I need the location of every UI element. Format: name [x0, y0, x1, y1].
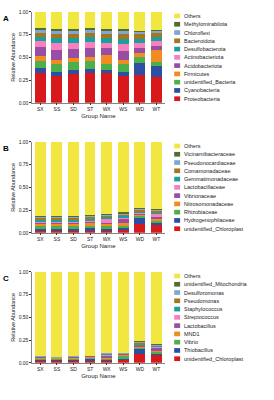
svg-text:SX: SX: [37, 106, 44, 112]
svg-text:Actinobacteriota: Actinobacteriota: [184, 54, 224, 60]
svg-text:1.00: 1.00: [19, 9, 29, 15]
svg-text:WD: WD: [136, 366, 145, 372]
svg-text:Proteobacteria: Proteobacteria: [184, 96, 221, 102]
svg-text:Thiobacillus: Thiobacillus: [184, 347, 213, 353]
svg-text:Comamonadaceae: Comamonadaceae: [184, 168, 230, 174]
svg-text:0.00: 0.00: [19, 360, 29, 366]
svg-text:Group Name: Group Name: [81, 243, 116, 249]
svg-text:SS: SS: [54, 236, 61, 242]
svg-text:Group Name: Group Name: [81, 373, 116, 379]
svg-text:ST: ST: [87, 366, 93, 372]
svg-text:Group Name: Group Name: [81, 113, 116, 119]
svg-text:SX: SX: [37, 236, 44, 242]
svg-text:Vicinamibacteraceae: Vicinamibacteraceae: [184, 151, 235, 157]
svg-text:0.00: 0.00: [19, 230, 29, 236]
svg-text:WS: WS: [119, 236, 128, 242]
svg-text:WX: WX: [103, 236, 112, 242]
svg-text:1.00: 1.00: [19, 139, 29, 145]
svg-text:Relative Abundance: Relative Abundance: [10, 163, 16, 212]
svg-text:Lactobacillaceae: Lactobacillaceae: [184, 184, 225, 190]
svg-text:WD: WD: [136, 106, 145, 112]
svg-text:WD: WD: [136, 236, 145, 242]
svg-text:0.25: 0.25: [19, 207, 29, 213]
svg-text:ST: ST: [87, 106, 93, 112]
svg-text:MND1: MND1: [184, 331, 200, 337]
svg-text:Bacteroidota: Bacteroidota: [184, 38, 216, 44]
svg-text:Methylomirabilota: Methylomirabilota: [184, 21, 228, 27]
svg-text:0.75: 0.75: [19, 31, 29, 37]
svg-text:SX: SX: [37, 366, 44, 372]
svg-text:C: C: [3, 274, 9, 283]
svg-text:ST: ST: [87, 236, 93, 242]
svg-text:Others: Others: [184, 13, 201, 19]
svg-text:SD: SD: [70, 366, 77, 372]
svg-text:SS: SS: [54, 366, 61, 372]
svg-text:1.00: 1.00: [19, 269, 29, 275]
svg-text:0.50: 0.50: [19, 54, 29, 60]
svg-text:SD: SD: [70, 106, 77, 112]
svg-text:unidentified_Chloroplast: unidentified_Chloroplast: [184, 226, 243, 232]
svg-text:Relative Abundance: Relative Abundance: [10, 293, 16, 342]
svg-text:0.25: 0.25: [19, 77, 29, 83]
svg-text:0.25: 0.25: [19, 337, 29, 343]
svg-text:Nitrosomonadaceae: Nitrosomonadaceae: [184, 201, 233, 207]
svg-text:Rhizobiaceae: Rhizobiaceae: [184, 209, 217, 215]
svg-text:Others: Others: [184, 273, 201, 279]
svg-text:WT: WT: [153, 366, 161, 372]
svg-text:0.75: 0.75: [19, 161, 29, 167]
svg-text:WT: WT: [153, 236, 161, 242]
svg-text:Vibrionaceae: Vibrionaceae: [184, 193, 216, 199]
svg-text:Firmicutes: Firmicutes: [184, 71, 210, 77]
svg-text:0.50: 0.50: [19, 184, 29, 190]
svg-text:WS: WS: [119, 366, 128, 372]
svg-text:A: A: [3, 14, 9, 23]
svg-text:WX: WX: [103, 106, 112, 112]
svg-text:Gemmatimonadaceae: Gemmatimonadaceae: [184, 176, 238, 182]
svg-text:Streptococcus: Streptococcus: [184, 314, 219, 320]
svg-text:WT: WT: [153, 106, 161, 112]
svg-text:Chloroflexi: Chloroflexi: [184, 30, 210, 36]
svg-text:Desulforomonas: Desulforomonas: [184, 290, 224, 296]
svg-text:B: B: [3, 144, 9, 153]
svg-text:unidentified_Chloroplast: unidentified_Chloroplast: [184, 356, 243, 362]
svg-text:SS: SS: [54, 106, 61, 112]
svg-text:0.75: 0.75: [19, 291, 29, 297]
svg-text:Acidobacteriota: Acidobacteriota: [184, 63, 223, 69]
svg-text:Staphylococcus: Staphylococcus: [184, 306, 223, 312]
svg-text:WX: WX: [103, 366, 112, 372]
svg-text:Pseudomonas: Pseudomonas: [184, 298, 219, 304]
svg-text:Relative Abundance: Relative Abundance: [10, 33, 16, 82]
svg-text:unidentified_Mitochondria: unidentified_Mitochondria: [184, 281, 248, 287]
svg-text:Lactobacillus: Lactobacillus: [184, 323, 216, 329]
svg-text:SD: SD: [70, 236, 77, 242]
svg-text:Hydrogenophilaceae: Hydrogenophilaceae: [184, 217, 234, 223]
svg-text:0.00: 0.00: [19, 100, 29, 106]
svg-text:unidentified_Bacteria: unidentified_Bacteria: [184, 79, 236, 85]
svg-text:Pseudonocardiaceae: Pseudonocardiaceae: [184, 160, 236, 166]
svg-text:Others: Others: [184, 143, 201, 149]
svg-text:Cyanobacteria: Cyanobacteria: [184, 87, 220, 93]
svg-text:Desulfobacterota: Desulfobacterota: [184, 46, 227, 52]
svg-text:0.50: 0.50: [19, 314, 29, 320]
svg-text:Vibrio: Vibrio: [184, 339, 198, 345]
svg-text:WS: WS: [119, 106, 128, 112]
